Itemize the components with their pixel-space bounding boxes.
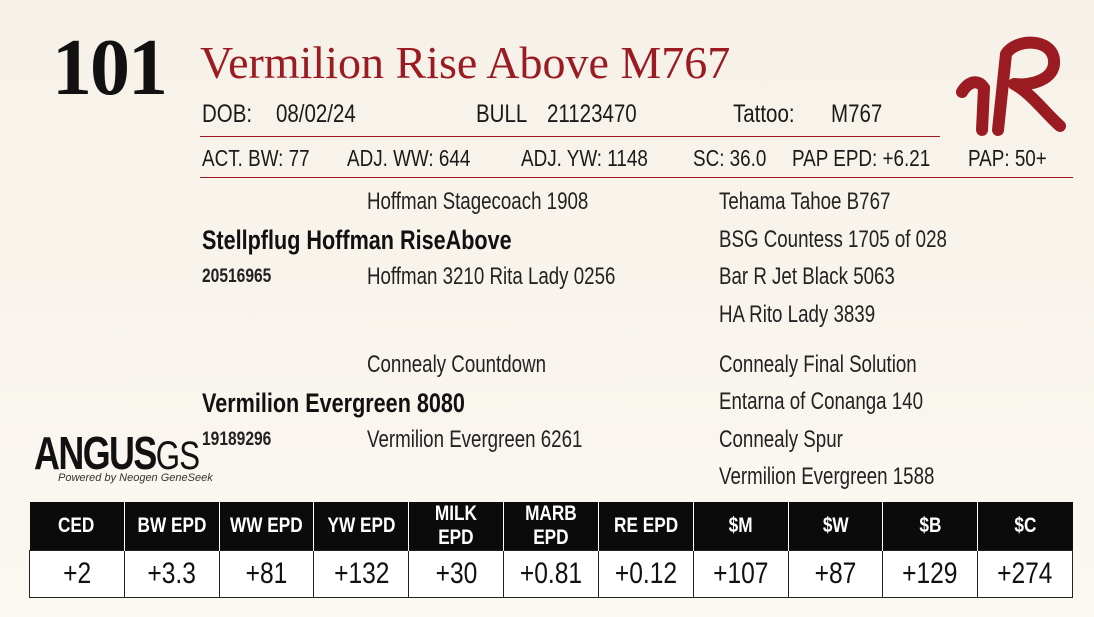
gs-logo-text: GS	[155, 434, 200, 478]
sire-registration: 20516965	[202, 266, 272, 287]
epd-table: CED BW EPD WW EPD YW EPD MILK EPD MARB E…	[29, 502, 1073, 598]
sire-dam: Hoffman 3210 Rita Lady 0256	[367, 263, 616, 290]
epd-header: BW EPD	[123, 502, 220, 551]
performance-divider	[200, 177, 1073, 178]
adjusted-weaning-weight: ADJ. WW: 644	[347, 145, 471, 171]
dam-dam-sire: Connealy Spur	[719, 426, 843, 453]
epd-value: +81	[218, 550, 315, 598]
dob-value: 08/02/24	[276, 100, 356, 128]
animal-name: Vermilion Rise Above M767	[200, 37, 731, 88]
sire-sire-sire: Tehama Tahoe B767	[719, 188, 891, 215]
lot-number: 101	[52, 24, 168, 112]
vr-brand-logo	[956, 36, 1066, 136]
sire-sire: Hoffman Stagecoach 1908	[367, 188, 589, 215]
dob-label: DOB:	[202, 100, 253, 128]
angus-gs-logo: ANGUSGS Powered by Neogen GeneSeek	[34, 430, 246, 484]
epd-value: +274	[977, 550, 1073, 598]
epd-header: $B	[882, 502, 978, 551]
dam-sire-dam: Entarna of Conanga 140	[719, 388, 924, 415]
epd-header: $C	[977, 502, 1073, 551]
epd-header: MARB EPD	[503, 502, 599, 551]
angus-logo-text: ANGUSGS	[34, 427, 200, 479]
epd-value: +87	[787, 550, 884, 598]
pap-score: PAP: 50+	[968, 145, 1047, 171]
epd-value: +132	[313, 550, 410, 598]
epd-value: +107	[692, 550, 789, 598]
sire-dam-dam: HA Rito Lady 3839	[719, 301, 876, 328]
epd-value: +129	[882, 550, 979, 598]
epd-header: RE EPD	[597, 502, 694, 551]
epd-header: WW EPD	[218, 502, 314, 551]
sire-dam-sire: Bar R Jet Black 5063	[719, 263, 895, 290]
sex-label: BULL	[476, 100, 528, 128]
epd-value: +3.3	[123, 550, 220, 598]
dam-sire-sire: Connealy Final Solution	[719, 351, 917, 378]
sire-name: Stellpflug Hoffman RiseAbove	[202, 225, 512, 255]
info-divider	[200, 136, 940, 137]
epd-value-row: +2 +3.3 +81 +132 +30 +0.81 +0.12 +107 +8…	[29, 550, 1073, 598]
dam-sire: Connealy Countdown	[367, 351, 547, 378]
epd-header: MILK EPD	[408, 502, 504, 551]
angus-logo-tagline: Powered by Neogen GeneSeek	[58, 472, 213, 484]
epd-value: +30	[408, 550, 505, 598]
tattoo-value: M767	[831, 100, 883, 128]
dam-name: Vermilion Evergreen 8080	[202, 388, 465, 418]
dam-dam: Vermilion Evergreen 6261	[367, 426, 583, 453]
tattoo-label: Tattoo:	[733, 100, 795, 128]
epd-header: CED	[29, 502, 125, 551]
actual-birth-weight: ACT. BW: 77	[202, 145, 310, 171]
epd-header-row: CED BW EPD WW EPD YW EPD MILK EPD MARB E…	[29, 502, 1073, 551]
scrotal-circumference: SC: 36.0	[693, 145, 767, 171]
epd-header: $M	[692, 502, 788, 551]
adjusted-yearling-weight: ADJ. YW: 1148	[521, 145, 648, 171]
sire-sire-dam: BSG Countess 1705 of 028	[719, 226, 947, 253]
epd-value: +0.12	[597, 550, 694, 598]
dam-registration: 19189296	[202, 429, 272, 450]
pap-epd: PAP EPD: +6.21	[792, 145, 931, 171]
registration-number: 21123470	[547, 100, 637, 128]
epd-value: +0.81	[503, 550, 599, 598]
epd-header: YW EPD	[313, 502, 409, 551]
epd-value: +2	[29, 550, 125, 598]
epd-header: $W	[787, 502, 883, 551]
dam-dam-dam: Vermilion Evergreen 1588	[719, 463, 935, 490]
